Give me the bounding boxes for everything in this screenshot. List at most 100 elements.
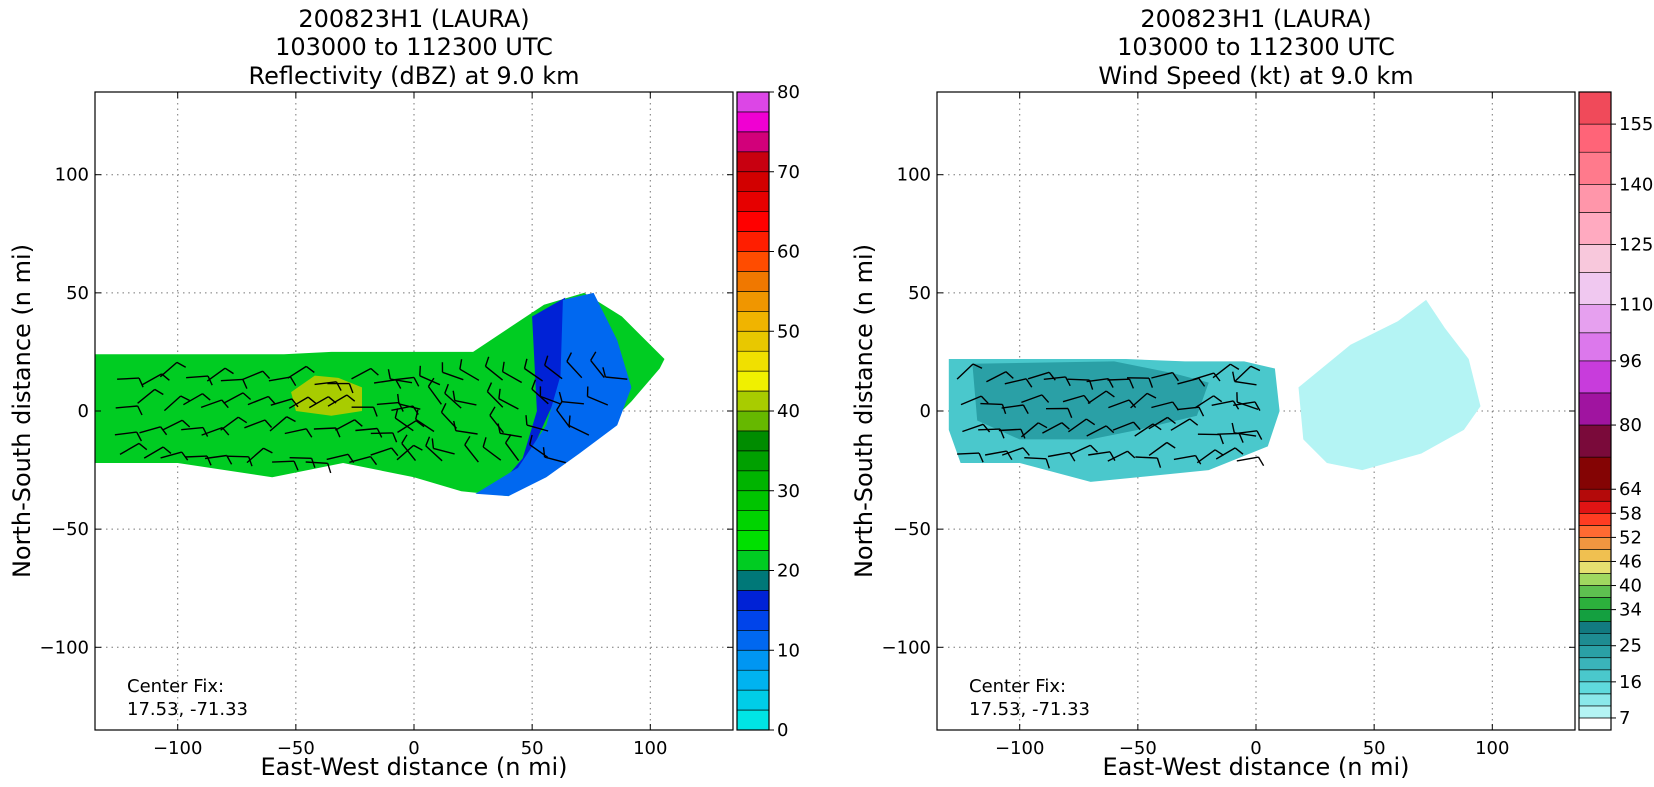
wind-x-tick-label: −50 — [1119, 738, 1157, 759]
wind-barb-staff — [1236, 456, 1259, 462]
wind-barb-flag — [1238, 433, 1244, 443]
reflectivity-colorbar-segment — [736, 291, 770, 312]
reflectivity-barb-staff — [464, 444, 479, 463]
reflectivity-barb-flag — [181, 419, 191, 428]
reflectivity-barb-flag — [415, 409, 419, 420]
reflectivity-barb-staff — [433, 447, 455, 455]
reflectivity-colorbar-segment — [736, 530, 770, 551]
wind-colorbar-segment — [1578, 657, 1612, 671]
wind-colorbar-segment — [1578, 621, 1612, 635]
wind-barb-flag — [1189, 418, 1199, 426]
reflectivity-barb-flag — [226, 455, 233, 465]
wind-barb-flag — [1048, 371, 1056, 381]
wind-barb-flag — [1234, 447, 1244, 455]
wind-barb-flag — [982, 423, 991, 433]
reflectivity-barb-flag — [482, 437, 487, 448]
wind-barb-flag — [1067, 408, 1073, 419]
wind-barb-staff — [1236, 401, 1259, 411]
reflectivity-barb-flag — [401, 434, 408, 444]
reflectivity-barb-flag — [566, 352, 573, 362]
reflectivity-barb-staff — [390, 378, 413, 384]
reflectivity-x-axis-label: East-West distance (n mi) — [260, 753, 567, 781]
wind-barb-staff — [1135, 456, 1158, 459]
wind-colorbar-segment — [1578, 573, 1612, 586]
reflectivity-barb-staff — [314, 381, 337, 386]
wind-colorbar-segment — [1578, 717, 1612, 731]
reflectivity-field — [95, 292, 665, 497]
reflectivity-barb-flag — [370, 367, 379, 376]
reflectivity-barb-staff — [544, 364, 563, 380]
reflectivity-barb-flag — [346, 394, 356, 402]
wind-x-tick-label: −100 — [995, 738, 1044, 759]
wind-colorbar-tick-label: 16 — [1619, 672, 1642, 693]
reflectivity-barb-flag — [370, 456, 378, 466]
reflectivity-barb-staff — [540, 395, 562, 405]
reflectivity-colorbar-tick-label: 80 — [777, 82, 800, 103]
reflectivity-barb-staff — [244, 419, 266, 429]
wind-colorbar-segment — [1578, 561, 1612, 574]
wind-colorbar-tick-label: 110 — [1619, 295, 1653, 316]
wind-colorbar-tick-label: 46 — [1619, 551, 1642, 572]
reflectivity-barb-staff — [605, 376, 628, 380]
reflectivity-barb-staff — [160, 451, 182, 459]
reflectivity-barb-staff — [326, 453, 349, 461]
wind-colorbar-segment — [1578, 537, 1612, 550]
reflectivity-barb-staff — [143, 446, 164, 459]
reflectivity-barb-staff — [246, 447, 264, 464]
reflectivity-barb-staff — [272, 460, 295, 463]
reflectivity-barb-staff — [226, 455, 249, 458]
wind-barb-staff — [962, 423, 984, 433]
reflectivity-barb-flag — [459, 359, 463, 370]
wind-barb-flag — [1213, 395, 1223, 403]
wind-colorbar-segment — [1578, 549, 1612, 562]
wind-barb-flag — [1086, 418, 1096, 426]
reflectivity-barb-staff — [119, 442, 140, 456]
reflectivity-barb-staff — [444, 392, 462, 409]
reflectivity-barb-flag — [590, 351, 597, 361]
reflectivity-barb-flag — [602, 367, 607, 378]
wind-barb-staff — [1194, 395, 1214, 409]
wind-colorbar-segment — [1578, 244, 1612, 273]
reflectivity-title-line-2: 103000 to 112300 UTC — [275, 33, 553, 61]
reflectivity-barb-flag — [558, 391, 563, 402]
reflectivity-barb-flag — [181, 451, 189, 461]
wind-barb-flag — [1256, 430, 1263, 440]
wind-colorbar-segment — [1578, 525, 1612, 538]
wind-barb-staff — [986, 371, 1007, 383]
wind-colorbar-segment — [1578, 609, 1612, 622]
wind-barb-flag — [1128, 378, 1135, 389]
reflectivity-barb-staff — [313, 427, 336, 430]
reflectivity-colorbar-segment — [736, 450, 770, 472]
reflectivity-barb-staff — [183, 393, 203, 406]
wind-barb-flag — [1022, 404, 1029, 415]
reflectivity-barb-flag — [354, 419, 363, 427]
wind-x-tick-label: 0 — [1250, 738, 1261, 759]
wind-barb-staff — [1234, 365, 1252, 382]
reflectivity-barb-staff — [505, 442, 520, 462]
reflectivity-barb-flag — [453, 420, 457, 431]
wind-y-tick-label: 0 — [920, 401, 931, 422]
wind-barb-flag — [978, 452, 984, 463]
wind-barb-staff — [1130, 392, 1148, 409]
reflectivity-barb-staff — [288, 396, 309, 409]
reflectivity-barb-flag — [372, 406, 378, 417]
reflectivity-barb-flag — [307, 396, 317, 404]
reflectivity-barb-flag — [392, 432, 398, 443]
reflectivity-barb-flag — [427, 377, 435, 387]
wind-barb-staff — [1234, 432, 1257, 437]
reflectivity-barb-flag — [289, 376, 297, 387]
reflectivity-barb-flag — [415, 420, 425, 428]
wind-barb-flag — [1105, 390, 1115, 398]
reflectivity-barb-flag — [202, 427, 209, 437]
reflectivity-barb-staff — [370, 432, 393, 435]
wind-x-tick-label: 100 — [1475, 738, 1509, 759]
reflectivity-barb-staff — [185, 455, 208, 458]
reflectivity-colorbar-segment — [736, 629, 770, 651]
reflectivity-field-region — [494, 297, 566, 492]
wind-barb-staff — [1088, 451, 1111, 456]
wind-barb-flag — [1105, 425, 1115, 434]
reflectivity-barb-flag — [489, 406, 496, 416]
reflectivity-colorbar-segment — [736, 91, 770, 113]
wind-y-tick-label: 100 — [897, 165, 931, 186]
